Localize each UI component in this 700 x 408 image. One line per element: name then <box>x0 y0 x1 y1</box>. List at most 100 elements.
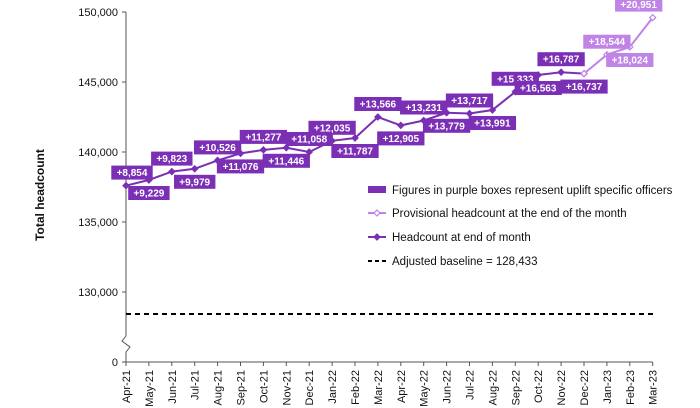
uplift-box <box>262 153 310 168</box>
headcount-data-point <box>167 167 176 176</box>
x-tick-label: Jan-23 <box>602 370 614 404</box>
headcount-data-point <box>122 181 130 190</box>
x-tick-label: Apr-22 <box>396 370 408 403</box>
uplift-box <box>331 144 379 158</box>
uplift-box <box>111 165 153 180</box>
y-axis-break <box>121 335 131 353</box>
uplift-label: +8,854 <box>117 168 148 179</box>
x-tick-label: Jan-22 <box>327 370 339 404</box>
x-tick-label: May-22 <box>419 370 431 407</box>
x-tick-label: Jun-22 <box>442 370 454 404</box>
uplift-box <box>560 79 608 94</box>
y-tick-label: 150,000 <box>78 7 118 19</box>
x-tick-label: Dec-21 <box>304 370 316 405</box>
uplift-label: +9,823 <box>156 154 187 165</box>
uplift-label: +9,229 <box>133 189 164 200</box>
headcount-data-point <box>488 106 497 114</box>
uplift-box <box>422 118 471 133</box>
uplift-label: +11,787 <box>337 147 373 158</box>
headcount-data-point <box>259 146 268 154</box>
x-tick-label: Feb-23 <box>625 370 637 405</box>
legend-label: Headcount at end of month <box>392 232 531 244</box>
uplift-box <box>583 34 631 49</box>
headcount-data-point <box>351 134 359 142</box>
uplift-box <box>615 0 663 12</box>
uplift-label: +13,566 <box>360 100 397 111</box>
legend-label: Figures in purple boxes represent uplift… <box>392 185 673 197</box>
x-tick-label: Apr-21 <box>121 370 133 403</box>
uplift-label: +9,979 <box>179 177 210 188</box>
x-tick-label: Dec-22 <box>579 370 591 405</box>
headcount-data-point <box>396 121 405 130</box>
uplift-box <box>537 52 585 67</box>
x-tick-label: Jul-22 <box>465 370 477 400</box>
uplift-box <box>377 131 425 146</box>
x-tick-label: Mar-22 <box>373 370 385 405</box>
uplift-box <box>468 116 517 130</box>
y-tick-label: 135,000 <box>78 217 118 229</box>
x-tick-label: Aug-22 <box>487 370 499 405</box>
headcount-data-point <box>465 109 474 118</box>
y-tick-label: 140,000 <box>78 147 118 159</box>
uplift-label: +16,737 <box>566 82 603 93</box>
headcount-data-point <box>282 143 291 152</box>
x-tick-label: Oct-22 <box>533 370 545 403</box>
uplift-box <box>174 174 216 189</box>
uplift-box <box>216 159 265 174</box>
legend-headcount-marker <box>373 233 381 241</box>
y-axis-label: Total headcount <box>33 149 47 241</box>
uplift-label: +11,058 <box>291 135 327 146</box>
x-tick-label: Nov-22 <box>556 370 568 405</box>
uplift-label: +16,787 <box>543 55 580 66</box>
y-tick-label: 130,000 <box>78 287 118 299</box>
uplift-box <box>151 151 193 166</box>
x-tick-label: Mar-23 <box>648 370 660 405</box>
uplift-box <box>285 132 333 146</box>
uplift-box <box>400 100 448 115</box>
uplift-box <box>193 140 242 155</box>
y-tick-label: 145,000 <box>78 77 118 89</box>
uplift-box <box>308 120 356 135</box>
x-tick-label: Aug-21 <box>213 370 225 405</box>
provisional-series-line <box>583 16 654 75</box>
x-tick-label: Nov-21 <box>281 370 293 405</box>
provisional-data-point <box>648 13 657 22</box>
uplift-label: +18,024 <box>612 56 649 67</box>
provisional-data-point <box>580 69 588 78</box>
x-tick-label: May-21 <box>144 370 156 407</box>
x-tick-label: Sep-21 <box>236 370 248 405</box>
x-tick-label: Oct-21 <box>258 370 270 403</box>
uplift-label: +11,446 <box>268 156 304 167</box>
uplift-label: +18,544 <box>589 37 626 48</box>
x-tick-label: Feb-22 <box>350 370 362 405</box>
uplift-box <box>514 81 562 95</box>
uplift-label: +15,333 <box>497 74 534 85</box>
uplift-box <box>128 186 170 200</box>
uplift-label: +13,991 <box>474 119 511 130</box>
uplift-label: +13,231 <box>405 103 442 114</box>
uplift-label: +11,277 <box>245 132 281 143</box>
uplift-box <box>445 93 494 108</box>
uplift-box <box>354 97 402 111</box>
uplift-label: +11,076 <box>223 162 259 173</box>
legend-label: Provisional headcount at the end of the … <box>392 208 627 220</box>
x-tick-label: Jun-21 <box>167 370 179 404</box>
uplift-label: +16,563 <box>520 84 557 95</box>
uplift-label: +13,717 <box>451 96 488 107</box>
headcount-data-point <box>557 68 565 77</box>
legend-label: Adjusted baseline = 128,433 <box>392 256 537 268</box>
headcount-data-point <box>374 113 382 121</box>
uplift-label: +10,526 <box>199 143 236 154</box>
uplift-box <box>239 129 288 144</box>
y-tick-label: 0 <box>112 357 118 369</box>
legend-provisional-marker <box>373 209 381 217</box>
headcount-data-point <box>190 164 199 173</box>
uplift-label: +13,779 <box>428 121 465 132</box>
legend-box-swatch <box>368 186 386 193</box>
uplift-label: +12,035 <box>314 123 351 134</box>
x-tick-label: Sep-22 <box>510 370 522 405</box>
uplift-box <box>606 53 654 67</box>
x-tick-label: Jul-21 <box>190 370 202 400</box>
